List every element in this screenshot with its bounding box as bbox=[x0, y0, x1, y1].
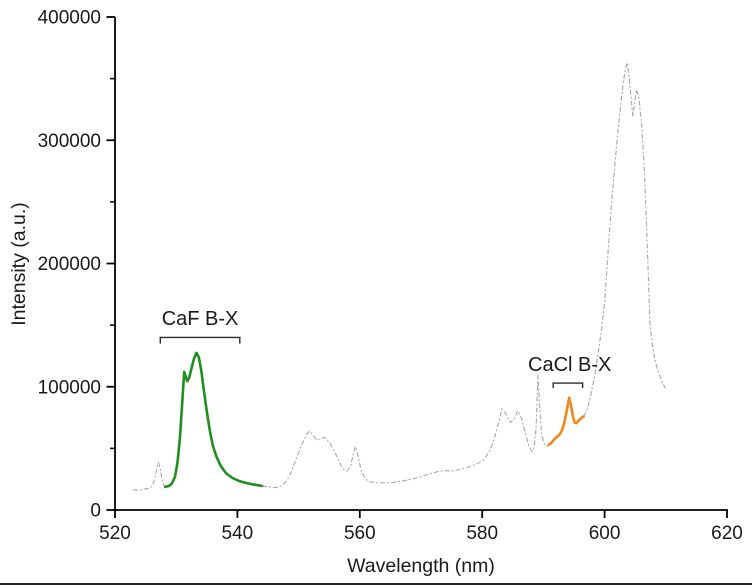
series-path-CaF-B-X-band bbox=[163, 351, 264, 489]
x-tick-label: 520 bbox=[99, 523, 131, 544]
x-tick-label: 600 bbox=[589, 523, 621, 544]
x-tick-label: 560 bbox=[344, 523, 376, 544]
x-tick-label: 540 bbox=[222, 523, 254, 544]
y-axis-title: Intensity (a.u.) bbox=[8, 202, 30, 326]
x-tick-label: 580 bbox=[466, 523, 498, 544]
y-tick-label: 300000 bbox=[38, 131, 101, 152]
spectrum-series bbox=[132, 62, 666, 491]
x-tick-label: 620 bbox=[711, 523, 743, 544]
annotation-bracket bbox=[159, 336, 241, 344]
series-path-CaCl-B-X-band bbox=[547, 396, 586, 446]
annotation-label: CaCl B-X bbox=[528, 354, 611, 376]
band-annotations: CaF B-X CaCl B-X bbox=[159, 308, 611, 388]
y-tick-label: 200000 bbox=[38, 254, 101, 275]
series-path-spectrum-gray-left bbox=[132, 461, 166, 491]
annotation-label: CaF B-X bbox=[162, 308, 239, 330]
axis-ticks: 520 540 560 580 600 620 0 100000 200000 300000 400… bbox=[38, 8, 743, 545]
x-axis-title: Wavelength (nm) bbox=[347, 555, 495, 577]
y-tick-label: 100000 bbox=[38, 377, 101, 398]
y-tick-label: 0 bbox=[90, 501, 101, 522]
y-tick-label: 400000 bbox=[38, 8, 101, 29]
annotation-bracket bbox=[552, 382, 584, 388]
series-path-spectrum-gray-right bbox=[583, 62, 666, 417]
series-path-spectrum-gray-middle bbox=[261, 374, 550, 489]
